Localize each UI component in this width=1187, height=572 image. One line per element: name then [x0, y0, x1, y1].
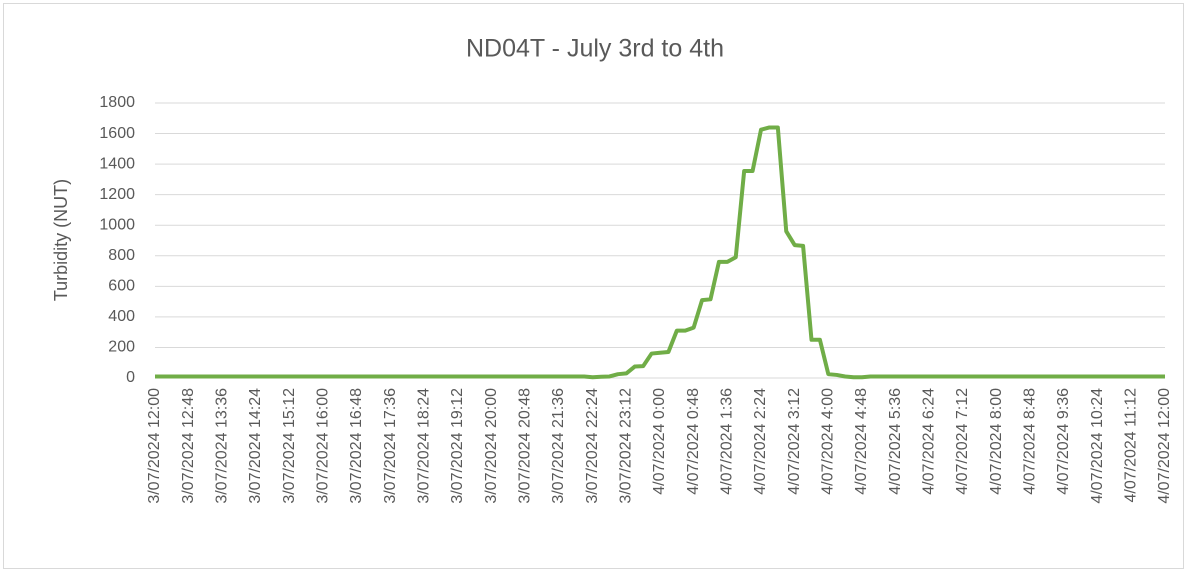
y-tick-label: 600	[108, 278, 135, 295]
x-tick-label: 4/07/2024 7:12	[954, 388, 971, 495]
x-tick-label: 3/07/2024 15:12	[281, 388, 298, 504]
x-tick-label: 4/07/2024 11:12	[1123, 388, 1140, 503]
x-tick-label: 3/07/2024 16:48	[348, 388, 365, 504]
x-tick-label: 4/07/2024 8:00	[988, 388, 1005, 495]
y-tick-label: 1400	[99, 155, 135, 172]
x-tick-label: 3/07/2024 12:00	[146, 388, 163, 504]
x-tick-label: 3/07/2024 21:36	[550, 388, 567, 504]
chart-title: ND04T - July 3rd to 4th	[466, 35, 724, 63]
x-tick-label: 4/07/2024 12:00	[1156, 388, 1173, 504]
x-tick-label: 4/07/2024 4:48	[853, 388, 870, 495]
y-tick-label: 800	[108, 247, 135, 264]
x-tick-label: 4/07/2024 8:48	[1022, 388, 1039, 495]
x-tick-label: 3/07/2024 16:00	[315, 388, 332, 504]
y-tick-label: 1800	[99, 94, 135, 111]
x-tick-label: 4/07/2024 1:36	[719, 388, 736, 495]
y-tick-label: 200	[108, 339, 135, 356]
x-tick-label: 4/07/2024 9:36	[1055, 388, 1072, 495]
x-tick-label: 4/07/2024 2:24	[752, 388, 769, 495]
x-tick-label: 4/07/2024 0:00	[651, 388, 668, 495]
x-tick-label: 3/07/2024 13:36	[214, 388, 231, 504]
x-tick-label: 4/07/2024 0:48	[685, 388, 702, 495]
x-tick-label: 4/07/2024 3:12	[786, 388, 803, 495]
x-tick-label: 4/07/2024 4:00	[820, 388, 837, 495]
x-tick-label: 4/07/2024 10:24	[1089, 388, 1106, 504]
x-tick-label: 3/07/2024 20:00	[483, 388, 500, 504]
x-tick-label: 3/07/2024 19:12	[449, 388, 466, 504]
data-line	[155, 125, 1165, 380]
y-tick-label: 400	[108, 308, 135, 325]
x-tick-label: 3/07/2024 22:24	[584, 388, 601, 504]
x-tick-label: 3/07/2024 20:48	[517, 388, 534, 504]
x-tick-label: 4/07/2024 5:36	[887, 388, 904, 495]
x-tick-label: 3/07/2024 23:12	[618, 388, 635, 504]
y-axis-label: Turbidity (NUT)	[51, 179, 71, 301]
y-tick-label: 0	[126, 369, 135, 386]
x-tick-label: 3/07/2024 14:24	[247, 388, 264, 504]
x-tick-label: 3/07/2024 12:48	[180, 388, 197, 504]
y-tick-label: 1200	[99, 186, 135, 203]
x-tick-label: 3/07/2024 18:24	[416, 388, 433, 504]
x-tick-label: 3/07/2024 17:36	[382, 388, 399, 504]
y-tick-label: 1600	[99, 125, 135, 142]
y-tick-label: 1000	[99, 216, 135, 233]
x-tick-label: 4/07/2024 6:24	[921, 388, 938, 495]
